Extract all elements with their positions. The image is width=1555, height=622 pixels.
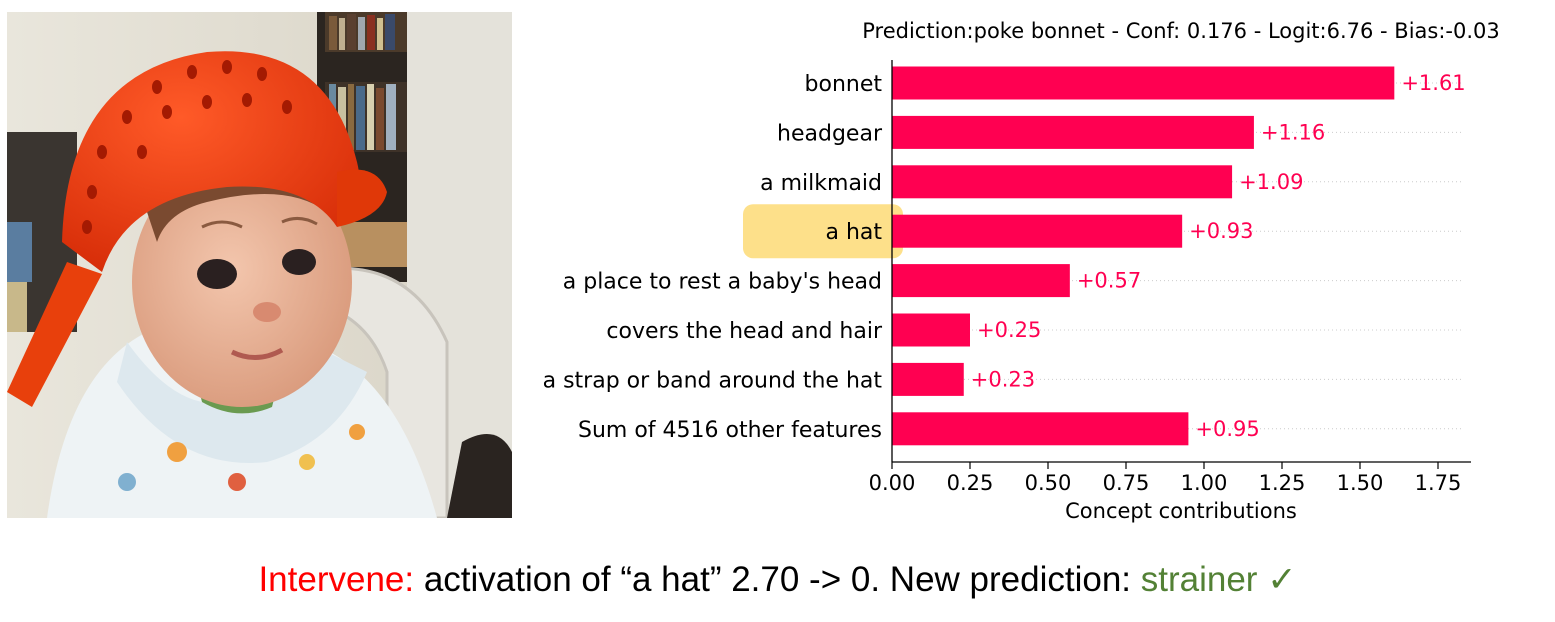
- value-label: +1.16: [1261, 120, 1325, 144]
- bar: [892, 362, 964, 396]
- x-tick-label: 0.25: [947, 471, 994, 495]
- x-tick-label: 1.50: [1337, 471, 1384, 495]
- caption-intervene-label: Intervene:: [258, 560, 415, 599]
- caption-text: activation of “a hat” 2.70 -> 0. New pre…: [414, 560, 1141, 599]
- bar: [892, 165, 1233, 199]
- category-label: covers the head and hair: [606, 319, 883, 344]
- bar: [892, 214, 1183, 248]
- x-tick-label: 1.00: [1181, 471, 1228, 495]
- category-label: a strap or band around the hat: [543, 368, 883, 393]
- value-label-layer: +1.61 +1.16 +1.09 +0.93 +0.57 +0.25 +0.23 +0.95: [971, 71, 1466, 441]
- checkmark-icon: ✓: [1267, 560, 1297, 599]
- value-label: +0.95: [1195, 417, 1259, 441]
- x-tick-label: 0.75: [1103, 471, 1150, 495]
- bar: [892, 115, 1254, 149]
- category-label: a place to rest a baby's head: [563, 270, 882, 295]
- category-label: bonnet: [805, 72, 883, 97]
- concept-contribution-chart: Prediction:poke bonnet - Conf: 0.176 - L…: [543, 19, 1500, 523]
- caption-new-prediction: strainer: [1140, 560, 1258, 599]
- value-label: +1.09: [1239, 170, 1303, 194]
- value-label: +0.23: [971, 367, 1035, 391]
- value-label: +1.61: [1401, 71, 1465, 95]
- category-label: Sum of 4516 other features: [578, 418, 882, 443]
- category-label-layer: bonnet headgear a milkmaid a hat a place to …: [543, 72, 883, 443]
- category-label: a hat: [825, 220, 882, 245]
- bar-layer: [892, 66, 1395, 446]
- bar: [892, 313, 970, 347]
- bar: [892, 66, 1395, 100]
- category-label: headgear: [777, 121, 883, 146]
- value-label: +0.25: [977, 318, 1041, 342]
- intervention-caption: Intervene: activation of “a hat” 2.70 ->…: [0, 560, 1555, 600]
- x-tick-label: 0.50: [1025, 471, 1072, 495]
- category-label: a milkmaid: [760, 171, 882, 196]
- x-tick-layer: 0.00 0.25 0.50 0.75 1.00 1.25 1.50 1.75: [869, 462, 1462, 495]
- highlighted-concept-box: [743, 204, 903, 259]
- x-tick-label: 1.75: [1415, 471, 1462, 495]
- x-axis-label: Concept contributions: [1065, 499, 1297, 523]
- bar: [892, 412, 1189, 446]
- value-label: +0.57: [1077, 269, 1141, 293]
- highlight-layer: [743, 204, 903, 259]
- bar: [892, 264, 1070, 298]
- chart-title: Prediction:poke bonnet - Conf: 0.176 - L…: [862, 19, 1500, 43]
- value-label: +0.93: [1189, 219, 1253, 243]
- x-tick-label: 0.00: [869, 471, 916, 495]
- x-tick-label: 1.25: [1259, 471, 1306, 495]
- baby-with-strainer-photo: [7, 12, 512, 518]
